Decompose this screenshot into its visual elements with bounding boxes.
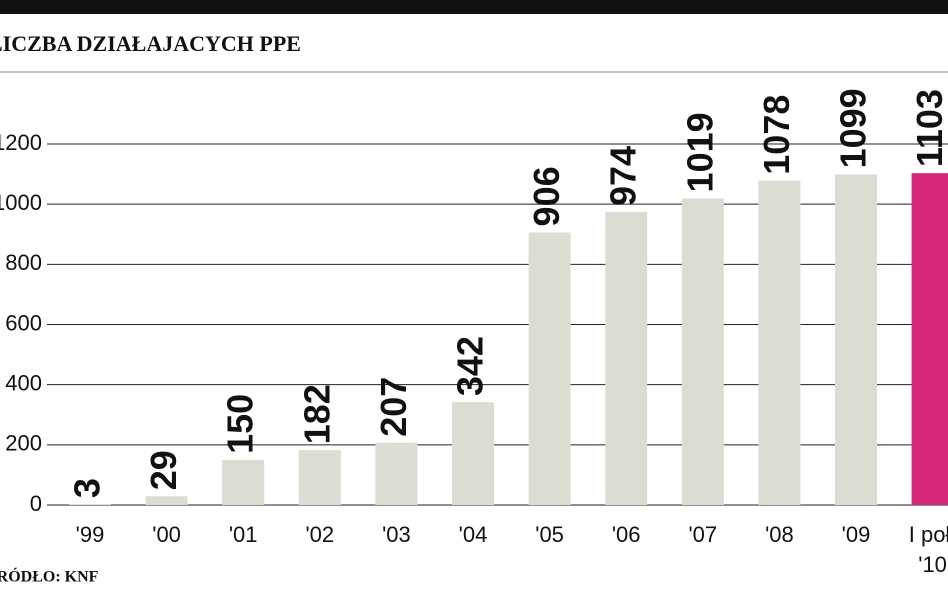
bar — [375, 442, 418, 505]
y-tick-label: 1200 — [0, 130, 42, 155]
bar — [452, 402, 494, 505]
value-label: 974 — [603, 146, 644, 206]
bar — [835, 174, 877, 506]
bar — [605, 211, 648, 505]
value-label: 1099 — [833, 88, 874, 168]
bar — [758, 180, 801, 505]
x-tick-label: '09 — [842, 522, 871, 547]
x-tick-label: '10 — [918, 552, 947, 577]
value-label: 29 — [143, 450, 184, 490]
x-tick-label: '03 — [382, 522, 411, 547]
x-tick-label: '01 — [229, 522, 258, 547]
value-label: 1103 — [909, 89, 948, 167]
x-tick-label: '06 — [612, 522, 641, 547]
value-label: 3 — [67, 478, 108, 498]
value-label: 207 — [373, 377, 414, 437]
y-tick-label: 400 — [5, 370, 42, 395]
x-tick-label: I poł. — [909, 522, 948, 547]
chart-title: LICZBA DZIAŁAJACYCH PPE — [0, 31, 301, 56]
value-label: 150 — [220, 394, 261, 454]
bar — [298, 450, 341, 505]
value-label: 906 — [526, 166, 567, 226]
x-tick-label: '02 — [305, 522, 334, 547]
value-label: 1019 — [679, 112, 720, 192]
value-label: 1078 — [756, 95, 797, 175]
bar — [681, 198, 724, 505]
bar — [911, 173, 948, 505]
top-bar — [0, 0, 948, 14]
x-tick-label: '07 — [688, 522, 717, 547]
bar — [222, 459, 265, 505]
bar — [69, 504, 111, 505]
bar — [528, 232, 571, 505]
x-tick-label: '05 — [535, 522, 564, 547]
x-tick-label: '08 — [765, 522, 794, 547]
y-tick-label: 600 — [5, 310, 42, 335]
value-label: 182 — [296, 384, 337, 444]
x-tick-label: '99 — [76, 522, 105, 547]
x-tick-label: '00 — [152, 522, 181, 547]
y-tick-label: 1000 — [0, 190, 42, 215]
y-tick-label: 800 — [5, 250, 42, 275]
x-tick-label: '04 — [459, 522, 488, 547]
bar — [145, 496, 188, 505]
value-label: 342 — [450, 336, 491, 396]
source: ŹRÓDŁO: KNF — [0, 567, 99, 586]
y-tick-label: 0 — [30, 491, 42, 516]
y-tick-label: 200 — [5, 431, 42, 456]
